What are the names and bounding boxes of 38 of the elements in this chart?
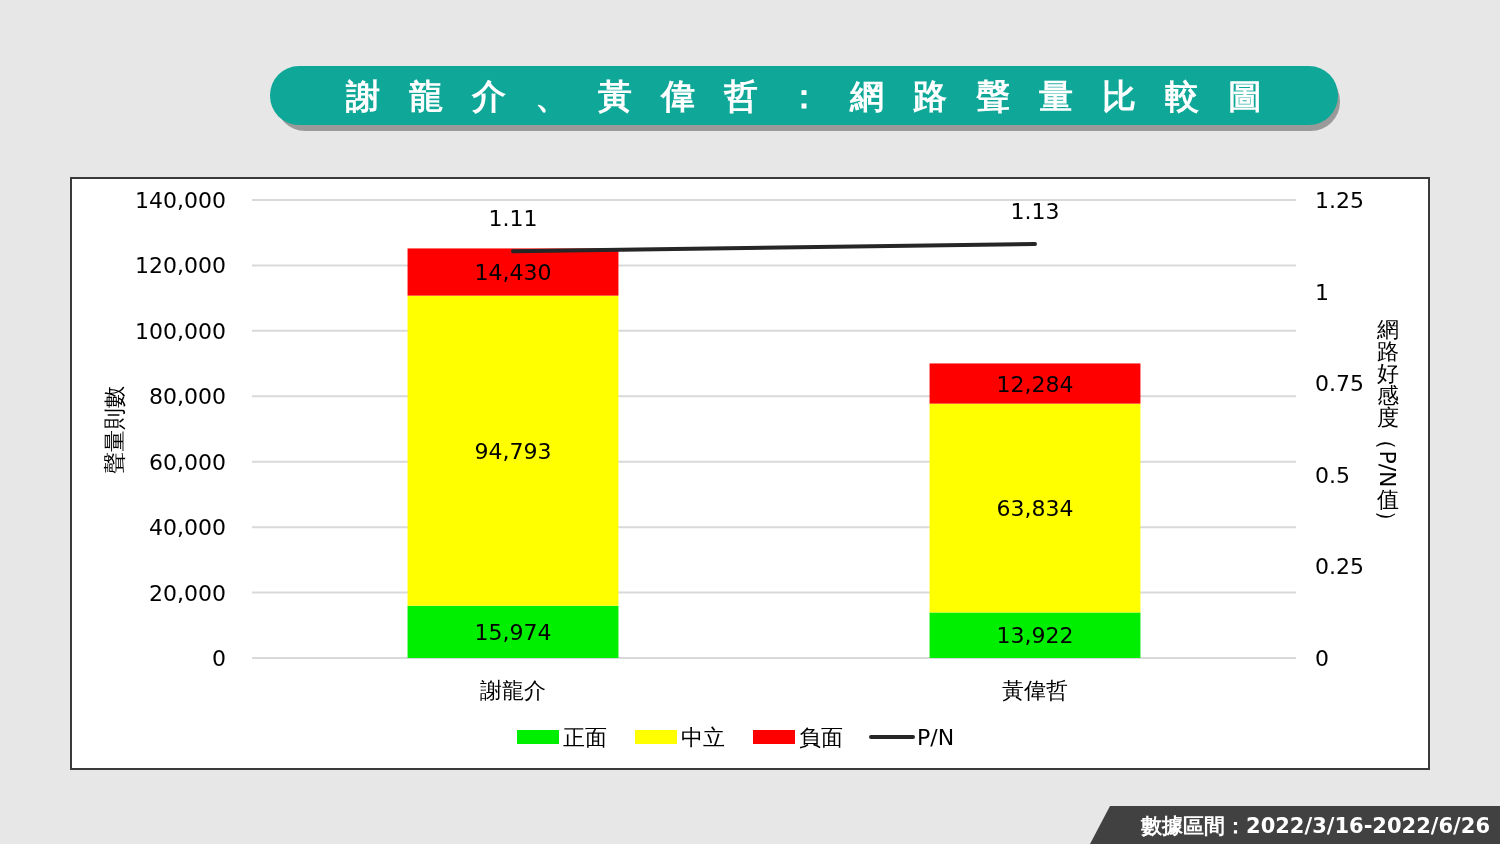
data-label: 14,430 xyxy=(474,260,552,286)
y2-tick-label: 0.25 xyxy=(1315,554,1364,580)
chart-title: 謝龍介、黃偉哲：網路聲量比較圖 xyxy=(345,76,1291,116)
bar xyxy=(407,295,619,606)
y2-tick-label: 0 xyxy=(1315,646,1329,671)
bar xyxy=(407,248,619,296)
legend-label: 負面 xyxy=(799,725,843,750)
data-label: 12,284 xyxy=(996,371,1074,397)
y-tick-label: 120,000 xyxy=(135,253,226,279)
y-tick-label: 40,000 xyxy=(149,515,226,541)
bar xyxy=(929,363,1141,404)
y2-tick-label: 0.75 xyxy=(1315,371,1364,397)
y-tick-label: 20,000 xyxy=(149,580,226,606)
data-label: 63,834 xyxy=(996,496,1074,522)
bar xyxy=(407,605,619,658)
y2-tick-label: 0.5 xyxy=(1315,462,1350,488)
y-tick-label: 80,000 xyxy=(149,384,226,410)
legend-label: 正面 xyxy=(563,725,607,750)
y-tick-label: 0 xyxy=(212,646,226,671)
legend-label: 中立 xyxy=(681,725,725,750)
bar xyxy=(929,612,1141,658)
x-tick-label: 謝龍介 xyxy=(480,678,546,703)
text: 數據區間：2022/3/16-2022/6/26 xyxy=(1140,814,1490,838)
y-axis-title: 聲量則數 xyxy=(102,386,127,474)
y-tick-label: 60,000 xyxy=(149,449,226,475)
bar xyxy=(929,403,1141,613)
y-tick-label: 100,000 xyxy=(135,318,226,344)
data-label: 13,922 xyxy=(996,623,1074,649)
data-label: 1.13 xyxy=(1010,198,1060,224)
data-label: 15,974 xyxy=(474,619,552,645)
x-tick-label: 黃偉哲 xyxy=(1002,678,1068,703)
y2-tick-label: 1.25 xyxy=(1315,188,1364,213)
y2-tick-label: 1 xyxy=(1315,279,1329,305)
legend-label: P/N xyxy=(917,725,955,750)
data-label: 94,793 xyxy=(474,438,552,464)
y-tick-label: 140,000 xyxy=(135,188,226,213)
data-label: 1.11 xyxy=(488,206,538,232)
text: 網路好感度（P/N值） xyxy=(1375,317,1400,532)
